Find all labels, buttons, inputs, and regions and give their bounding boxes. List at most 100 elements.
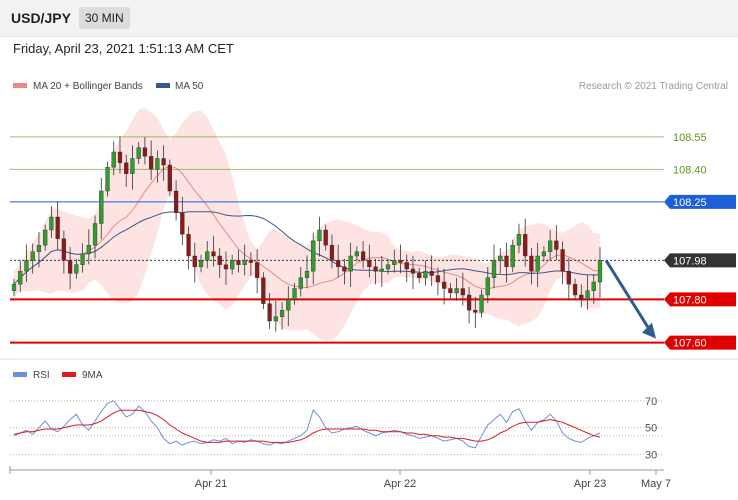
candle-body-92 — [585, 290, 590, 300]
candle-body-47 — [304, 270, 310, 278]
candle-body-53 — [342, 266, 347, 272]
candle-body-34 — [223, 264, 229, 270]
rsi-series-0 — [13, 400, 601, 449]
candle-body-21 — [142, 147, 148, 157]
candle-body-88 — [560, 249, 565, 272]
legend-swatch-rsi — [13, 372, 27, 377]
candle-body-49 — [317, 229, 322, 242]
candle-body-12 — [86, 244, 91, 255]
candle-body-13 — [92, 223, 98, 246]
candle-body-15 — [105, 166, 110, 192]
legend-label-9ma: 9MA — [82, 370, 103, 381]
rsi-tick-1: 50 — [645, 423, 657, 435]
candle-body-2 — [24, 260, 29, 272]
candle-body-83 — [529, 255, 534, 272]
rsi-grid: 70 50 30 — [10, 396, 664, 462]
candle-body-85 — [541, 251, 547, 257]
rsi-series-1 — [13, 409, 601, 443]
candle-body-20 — [136, 147, 141, 159]
candle-body-89 — [566, 270, 571, 285]
forecast-arrow — [604, 259, 656, 339]
candle-body-23 — [155, 158, 160, 170]
candle-body-75 — [479, 294, 484, 313]
ma50-line — [13, 211, 601, 285]
level-tag-5 — [664, 335, 736, 350]
rsi-tick-0: 70 — [645, 396, 657, 408]
candle-body-7 — [55, 216, 60, 239]
rsi-legend: RSI 9MA — [13, 370, 103, 381]
candle-body-41 — [267, 303, 272, 322]
timestamp: Friday, April 23, 2021 1:51:13 AM CET — [13, 41, 234, 56]
candle-body-37 — [242, 260, 247, 265]
level-tag-2 — [664, 194, 736, 209]
candle-body-42 — [273, 316, 278, 322]
candle-body-55 — [354, 251, 360, 257]
candle-body-17 — [117, 151, 123, 164]
symbol-title: USD/JPY — [11, 10, 71, 26]
legend-label-rsi: RSI — [33, 370, 50, 381]
level-tag-3 — [664, 253, 736, 268]
candle-body-3 — [30, 251, 35, 261]
candle-body-57 — [367, 260, 372, 268]
candle-body-45 — [292, 288, 297, 300]
candle-body-35 — [230, 260, 235, 270]
candle-body-10 — [74, 264, 79, 274]
candle-body-39 — [254, 262, 260, 278]
candle-body-77 — [491, 260, 497, 278]
candle-body-79 — [504, 255, 509, 268]
level-tag-4 — [664, 292, 736, 307]
candle-body-38 — [248, 260, 254, 263]
timeframe-badge[interactable]: 30 MIN — [79, 7, 130, 29]
candle-body-66 — [423, 270, 428, 278]
candle-body-58 — [373, 266, 378, 272]
candle-body-24 — [161, 158, 166, 166]
candle-body-63 — [404, 262, 409, 270]
candle-body-74 — [473, 309, 478, 313]
candle-body-94 — [597, 260, 603, 283]
rsi-tick-2: 30 — [645, 450, 657, 462]
level-label-1: 108.40 — [673, 164, 707, 176]
candle-body-87 — [554, 240, 559, 250]
candle-body-68 — [435, 275, 441, 283]
candle-body-4 — [36, 244, 42, 252]
candle-body-62 — [398, 260, 403, 263]
candle-body-71 — [454, 288, 459, 294]
candle-body-31 — [205, 251, 210, 261]
candle-body-60 — [385, 264, 391, 270]
candle-body-30 — [198, 260, 204, 268]
candle-body-19 — [130, 158, 135, 174]
candle-body-44 — [286, 299, 291, 311]
candle-body-48 — [311, 240, 316, 272]
level-label-2: 108.25 — [673, 197, 707, 209]
candle-body-5 — [43, 229, 48, 246]
x-axis-ticks: Apr 21 Apr 22 Apr 23 May 7 — [9, 466, 671, 490]
candle-body-86 — [547, 240, 553, 252]
x-tick-label-0: Apr 21 — [195, 478, 227, 490]
candle-body-93 — [591, 281, 596, 291]
candle-body-22 — [149, 156, 154, 170]
bollinger-band-area — [14, 108, 600, 341]
candle-body-33 — [217, 255, 222, 265]
candle-body-73 — [466, 294, 472, 311]
legend-swatch-ma50 — [156, 83, 170, 88]
candle-body-81 — [516, 234, 522, 246]
candle-body-65 — [417, 273, 422, 278]
candle-body-28 — [186, 234, 191, 257]
candle-body-54 — [348, 255, 353, 272]
level-label-0: 108.55 — [673, 132, 707, 144]
candle-body-90 — [572, 283, 578, 296]
forecast-arrow-head — [642, 322, 656, 339]
x-tick-label-1: Apr 22 — [384, 478, 416, 490]
candle-body-67 — [429, 270, 434, 276]
candle-body-82 — [523, 234, 528, 257]
ma50-path — [13, 211, 601, 285]
candle-body-52 — [336, 260, 341, 268]
level-label-3: 107.98 — [673, 255, 707, 267]
candle-body-51 — [329, 244, 335, 261]
candle-body-59 — [379, 268, 384, 272]
candle-body-70 — [448, 288, 453, 294]
legend: MA 20 + Bollinger Bands MA 50 Research ©… — [13, 81, 728, 92]
candle-body-80 — [510, 244, 515, 268]
candle-body-11 — [80, 253, 85, 265]
